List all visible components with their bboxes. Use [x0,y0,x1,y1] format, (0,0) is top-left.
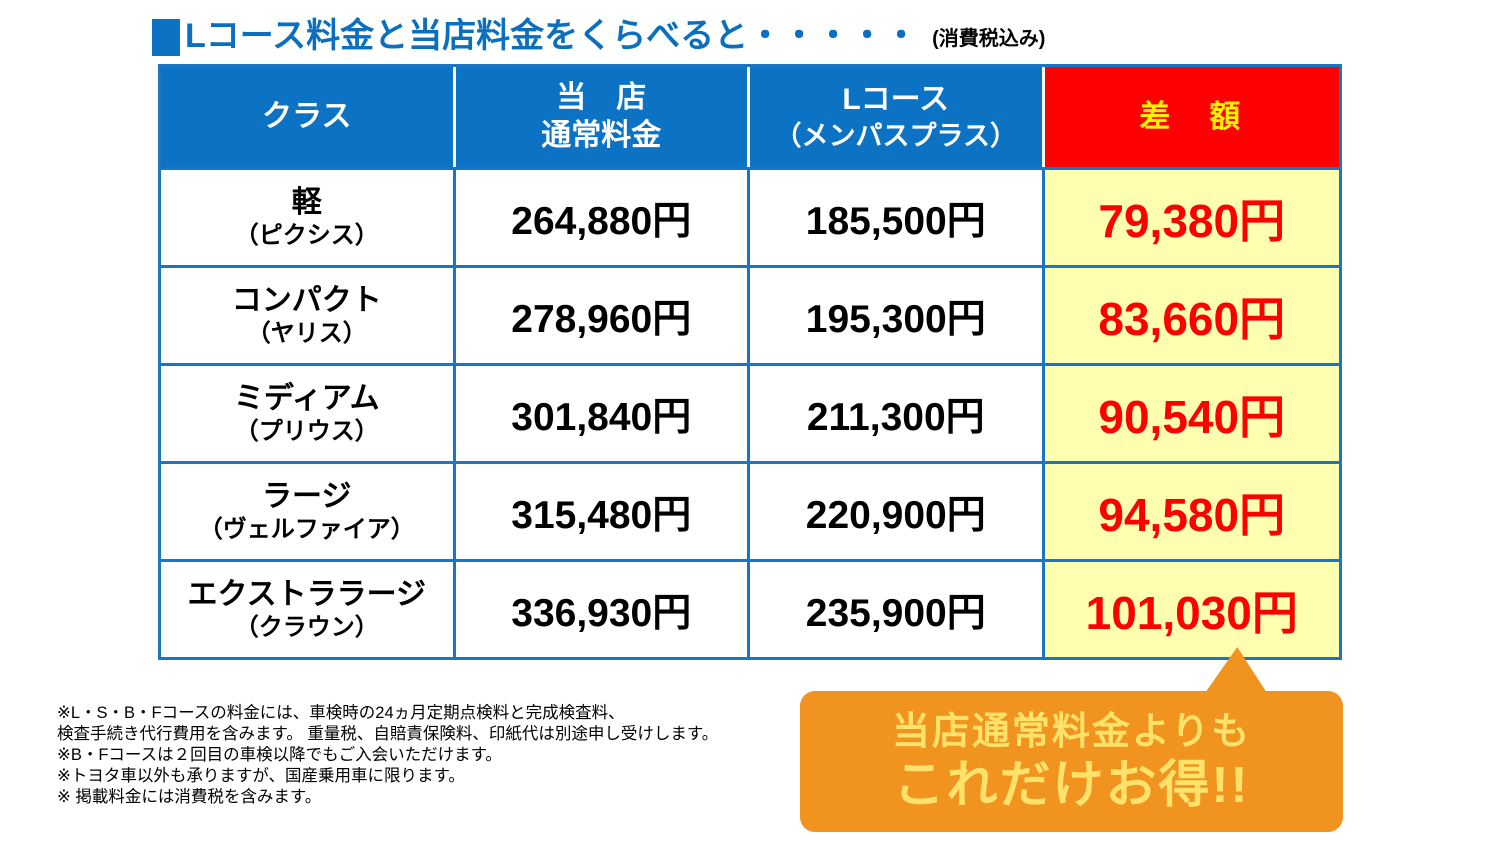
cell-shop-price: 278,960円 [455,265,750,363]
cell-class: ミディアム （プリウス） [161,363,456,461]
header-shop-line2: 通常料金 [541,119,662,152]
savings-callout: 当店通常料金よりも これだけお得!! [800,647,1343,832]
tax-note: (消費税込み) [932,28,1046,50]
header-diff-label: 差 額 [1139,99,1245,134]
cell-shop-price: 315,480円 [455,461,750,559]
footnote-line: 検査手続き代行費用を含みます。 重量税、自賠責保険料、印紙代は別途申し受けします… [57,725,719,743]
callout-line2: これだけお得!! [893,755,1250,813]
cell-lcourse-price: 195,300円 [750,265,1045,363]
cell-lcourse-price: 211,300円 [750,363,1045,461]
cell-class: 軽 （ピクシス） [161,167,456,265]
footnote-line: ※トヨタ車以外も承りますが、国産乗用車に限ります。 [57,767,465,785]
header-lcourse-line1: Lコース [842,83,950,116]
footnote-line: ※B・Fコースは２回目の車検以降でもご入会いただけます。 [57,746,502,764]
class-name: ミディアム [233,381,380,415]
cell-class: エクストララージ （クラウン） [161,559,456,657]
header-shop-line1: 当 店 [556,81,647,114]
footnote-line: ※L・S・B・Fコースの料金には、車検時の24ヵ月定期点検料と完成検査料、 [57,704,625,722]
class-model: （ピクシス） [234,221,379,249]
cell-difference: 79,380円 [1044,167,1339,265]
class-name: コンパクト [231,283,382,317]
cell-shop-price: 336,930円 [455,559,750,657]
cell-difference: 83,660円 [1044,265,1339,363]
cell-class: ラージ （ヴェルファイア） [161,461,456,559]
header-lcourse-line2: （メンパスプラス） [774,121,1017,151]
header-cell-shop-price: 当 店 通常料金 [455,67,750,167]
cell-lcourse-price: 235,900円 [750,559,1045,657]
cell-shop-price: 264,880円 [455,167,750,265]
price-table: クラス 当 店 通常料金 Lコース （メンパスプラス） 差 額 軽 （ピクシス）… [158,64,1342,660]
class-model: （クラウン） [234,613,379,641]
footnote-line: ※ 掲載料金には消費税を含みます。 [57,788,322,806]
title-text: Lコース料金と当店料金をくらべると・・・・・ [185,17,919,55]
header-class-label: クラス [262,100,352,133]
cell-lcourse-price: 185,500円 [750,167,1045,265]
table-header-row: クラス 当 店 通常料金 Lコース （メンパスプラス） 差 額 [161,67,1339,167]
class-name: 軽 [291,185,322,219]
class-name: ラージ [262,479,352,513]
cell-shop-price: 301,840円 [455,363,750,461]
cell-difference: 90,540円 [1044,363,1339,461]
class-model: （ヤリス） [246,319,367,347]
callout-line1: 当店通常料金よりも [891,710,1252,753]
class-model: （ヴェルファイア） [198,515,415,543]
header-cell-class: クラス [161,67,456,167]
cell-difference: 101,030円 [1044,559,1339,657]
title-square-icon [152,19,180,56]
cell-difference: 94,580円 [1044,461,1339,559]
footnotes: ※L・S・B・Fコースの料金には、車検時の24ヵ月定期点検料と完成検査料、 検査… [57,703,718,808]
page-title: Lコース料金と当店料金をくらべると・・・・・ (消費税込み) [152,16,1045,56]
header-cell-difference: 差 額 [1044,67,1339,167]
class-name: エクストララージ [187,577,427,611]
table-row: コンパクト （ヤリス） 278,960円 195,300円 83,660円 [161,265,1339,363]
cell-class: コンパクト （ヤリス） [161,265,456,363]
table-row: 軽 （ピクシス） 264,880円 185,500円 79,380円 [161,167,1339,265]
header-cell-lcourse: Lコース （メンパスプラス） [750,67,1045,167]
cell-lcourse-price: 220,900円 [750,461,1045,559]
table-row: ラージ （ヴェルファイア） 315,480円 220,900円 94,580円 [161,461,1339,559]
table-row: エクストララージ （クラウン） 336,930円 235,900円 101,03… [161,559,1339,657]
class-model: （プリウス） [234,417,379,445]
table-row: ミディアム （プリウス） 301,840円 211,300円 90,540円 [161,363,1339,461]
